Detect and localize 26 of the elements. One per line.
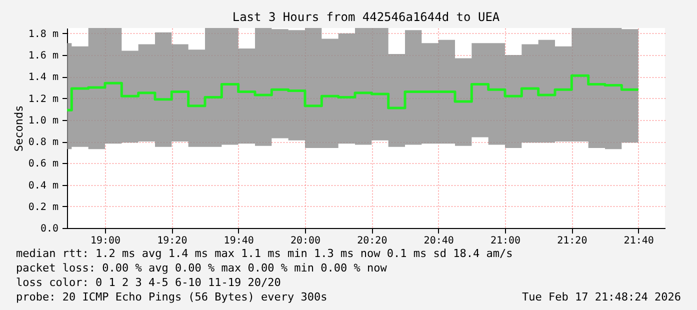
y-tick-label: 0.4 m — [28, 180, 58, 192]
x-tick-label: 21:20 — [557, 236, 588, 246]
x-tick-label: 20:40 — [424, 236, 454, 246]
text: median rtt: 1.2 ms avg 1.4 ms max 1.1 ms min 1.3 ms now 0.1 ms sd 18.4 am/s — [16, 247, 513, 260]
y-tick-label: 1.4 m — [28, 72, 58, 84]
y-tick-label: 1.8 m — [28, 28, 58, 40]
y-tick-label: 0.6 m — [28, 158, 58, 170]
text: loss color: 0 1 2 3 4-5 6-10 11-19 20/20 — [16, 276, 281, 289]
x-tick-label: 20:20 — [357, 236, 388, 246]
y-tick-label: 0.8 m — [28, 137, 58, 148]
x-tick-label: 21:40 — [624, 236, 654, 246]
y-tick-label: 0.2 m — [28, 202, 58, 213]
x-tick-label: 19:40 — [224, 236, 254, 246]
text: Tue Feb 17 21:48:24 2026 — [522, 290, 681, 304]
x-tick-label: 19:00 — [90, 236, 121, 246]
text: probe: 20 ICMP Echo Pings (56 Bytes) every 300s — [16, 290, 328, 304]
x-tick-label: 19:20 — [157, 236, 188, 246]
y-axis-title: Seconds — [12, 105, 26, 152]
chart-title: Last 3 Hours from 442546a1644d to UEA — [232, 10, 500, 24]
x-tick-label: 21:00 — [490, 236, 521, 246]
y-tick-label: 1.6 m — [28, 50, 58, 62]
y-tick-label: 1.2 m — [28, 94, 58, 105]
x-tick-label: 20:00 — [290, 236, 321, 246]
y-tick-label: 0.0 — [40, 224, 58, 234]
text: packet loss: 0.00 % avg 0.00 % max 0.00 % min 0.00 % now — [16, 262, 388, 274]
y-tick-label: 1.0 m — [28, 115, 58, 126]
